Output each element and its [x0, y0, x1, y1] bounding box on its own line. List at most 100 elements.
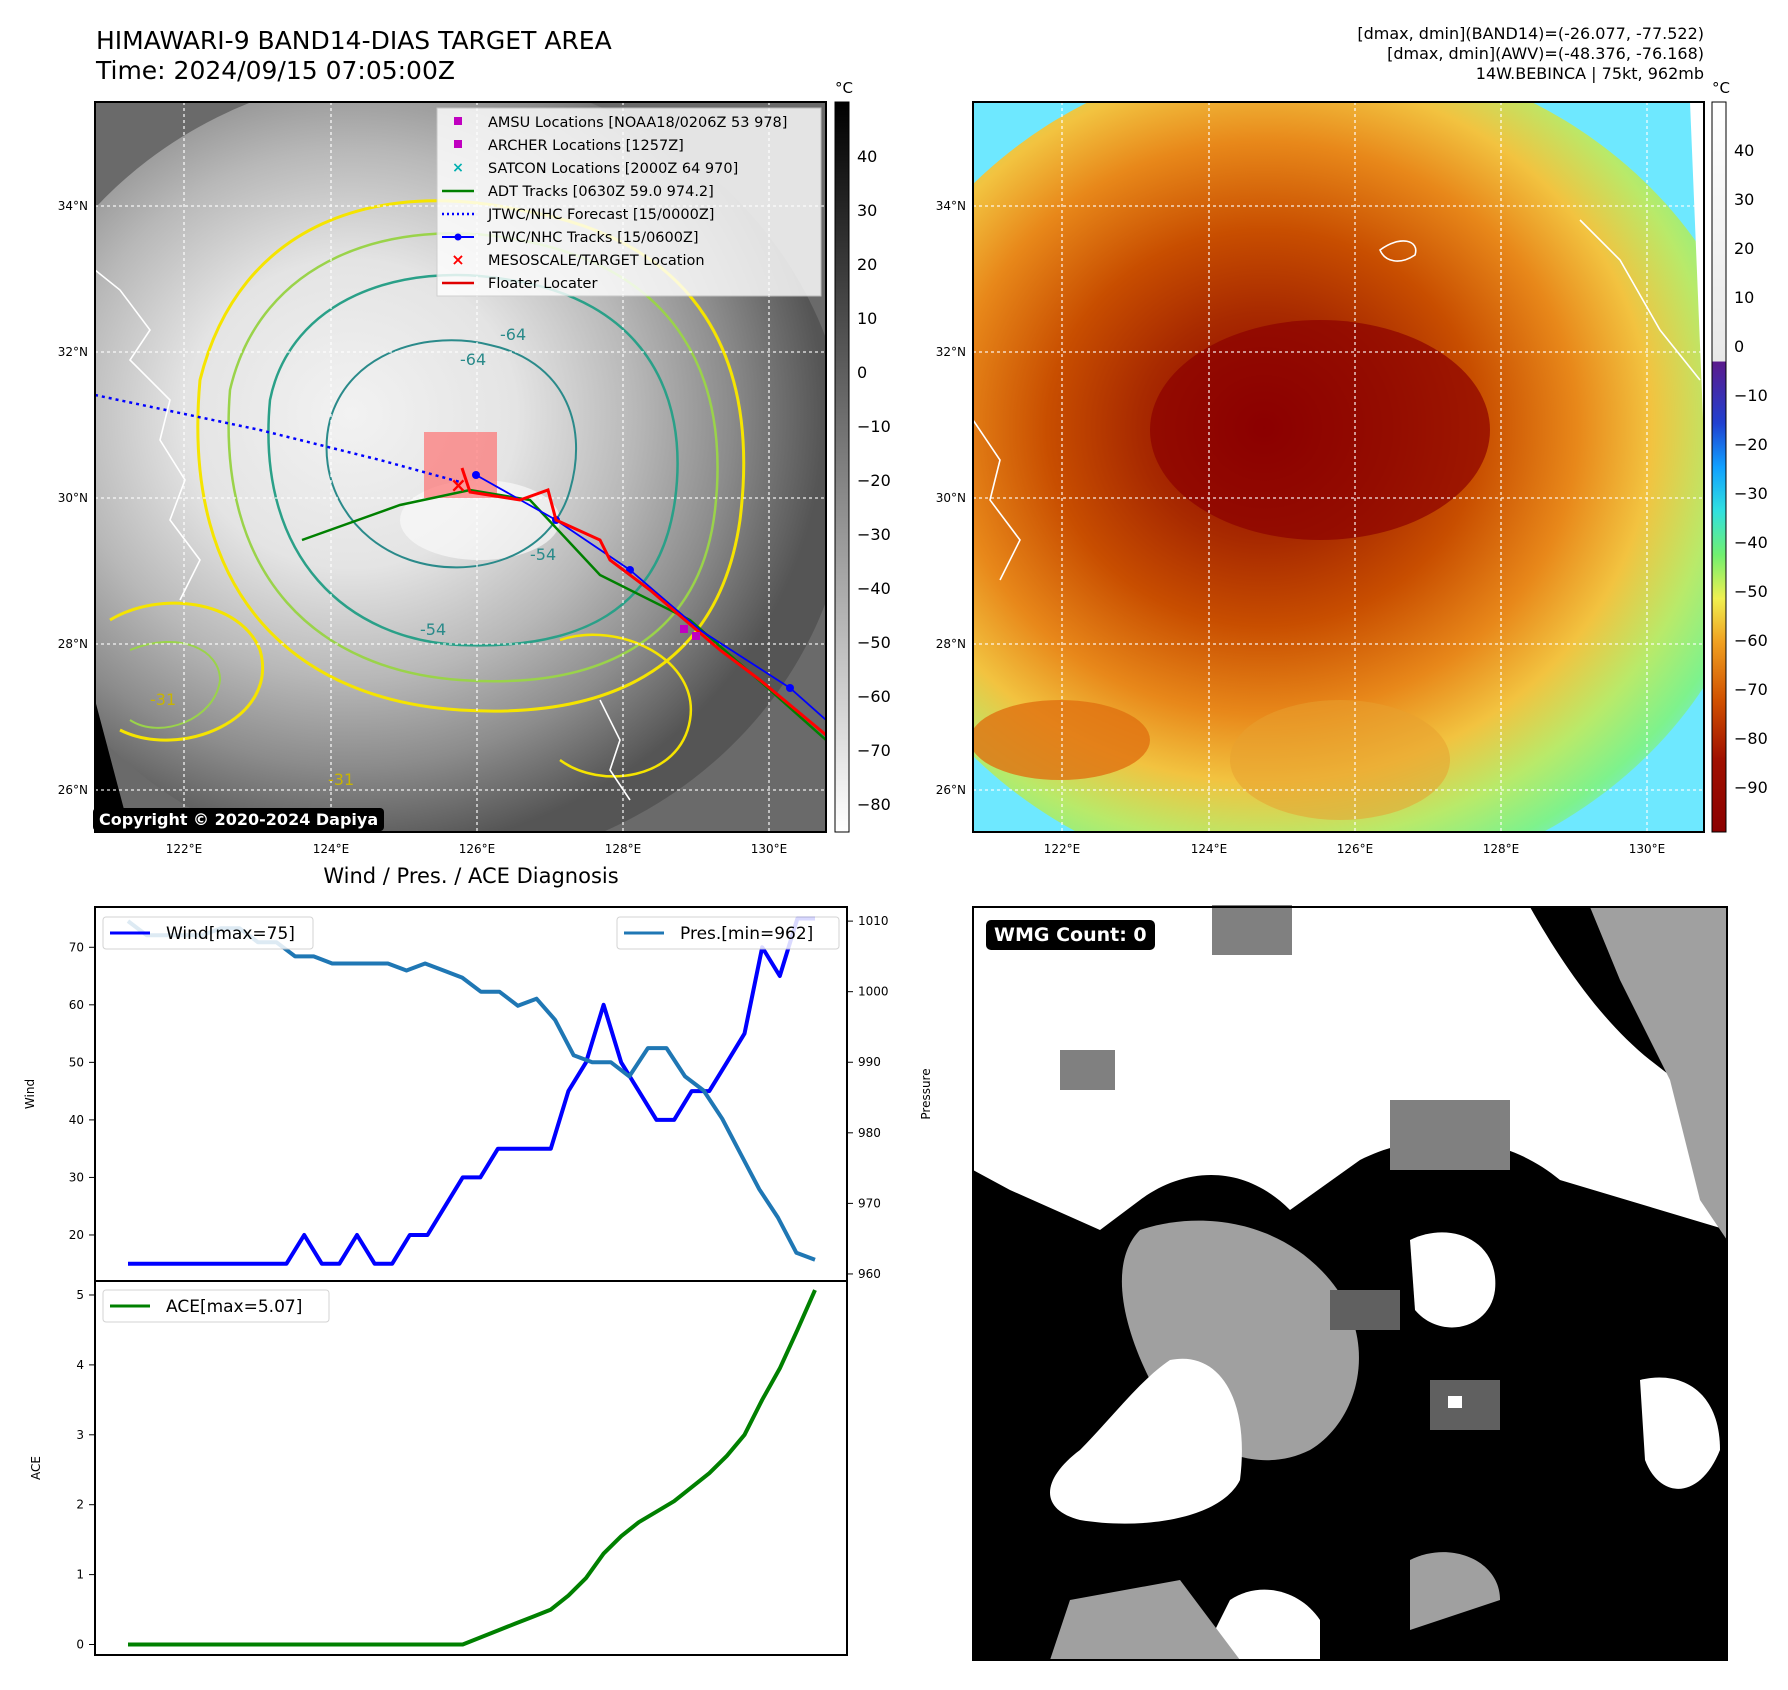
awv-cb-tick: −40 — [1734, 533, 1768, 552]
ir-colorbar — [834, 101, 850, 833]
pres-legend-label: Pres.[min=962] — [680, 924, 813, 944]
contour-label: -54 — [420, 620, 446, 639]
ir-cb-tick: 0 — [857, 363, 867, 382]
wind-legend: Wind[max=75] — [102, 916, 314, 950]
ir-cb-tick: 30 — [857, 201, 877, 220]
awv-cb-tick: −80 — [1734, 729, 1768, 748]
awv-cb-tick: −50 — [1734, 582, 1768, 601]
contour-label: -31 — [150, 690, 176, 709]
ace-frame — [94, 1280, 848, 1656]
ace-tick-label: 0 — [76, 1638, 84, 1652]
legend-jtwc-forecast: JTWC/NHC Forecast [15/0000Z] — [487, 207, 714, 223]
svg-text:×: × — [451, 250, 464, 269]
awv-lat-tick: 26°N — [936, 783, 966, 797]
ir-lat-tick: 34°N — [58, 199, 88, 213]
ir-lon-tick: 122°E — [166, 842, 203, 856]
legend-adt: ADT Tracks [0630Z 59.0 974.2] — [488, 184, 714, 200]
legend-archer: ARCHER Locations [1257Z] — [488, 138, 684, 154]
ir-lat-tick: 32°N — [58, 345, 88, 359]
awv-cb-tick: 10 — [1734, 288, 1754, 307]
awv-image — [973, 102, 1704, 832]
legend-mesoscale: MESOSCALE/TARGET Location — [488, 253, 705, 269]
ir-frame — [94, 101, 827, 833]
ir-cb-tick: 40 — [857, 147, 877, 166]
pres-tick-label: 960 — [858, 1267, 881, 1281]
pres-yaxis: 960 970 980 990 1000 1010 — [847, 914, 889, 1281]
awv-lon-tick: 122°E — [1044, 842, 1081, 856]
awv-cb-tick: 30 — [1734, 190, 1754, 209]
wind-tick-label: 70 — [69, 940, 84, 954]
ir-cb-tick: −60 — [857, 687, 891, 706]
wind-tick-label: 60 — [69, 998, 84, 1012]
contour-label: -64 — [500, 325, 526, 344]
wind-yaxis: 20 30 40 50 60 70 — [69, 940, 95, 1242]
ir-colorbar-unit: °C — [835, 79, 853, 97]
wind-tick-label: 30 — [69, 1170, 84, 1184]
ir-cb-tick: −70 — [857, 741, 891, 760]
ir-cb-tick: 10 — [857, 309, 877, 328]
ir-lon-tick: 126°E — [459, 842, 496, 856]
wind-line — [128, 916, 815, 1266]
awv-cb-tick: 20 — [1734, 239, 1754, 258]
awv-cb-tick: −90 — [1734, 778, 1768, 797]
ir-lon-tick: 128°E — [605, 842, 642, 856]
ace-axis-label: ACE — [29, 1456, 43, 1480]
contour-label: -64 — [460, 350, 486, 369]
awv-cb-tick: −70 — [1734, 680, 1768, 699]
ir-lat-tick: 28°N — [58, 637, 88, 651]
awv-cb-tick: 40 — [1734, 141, 1754, 160]
svg-text:×: × — [452, 160, 464, 176]
pres-tick-label: 1000 — [858, 985, 889, 999]
ir-cb-tick: −80 — [857, 795, 891, 814]
awv-cb-tick: −10 — [1734, 386, 1768, 405]
awv-frame — [972, 101, 1705, 833]
pres-tick-label: 1010 — [858, 914, 889, 928]
awv-lon-tick: 128°E — [1483, 842, 1520, 856]
awv-lon-tick: 126°E — [1337, 842, 1374, 856]
forecast-track — [95, 393, 461, 484]
pres-legend: Pres.[min=962] — [616, 916, 840, 950]
main-title: HIMAWARI-9 BAND14-DIAS TARGET AREA Time:… — [96, 26, 612, 86]
title-line-2: Time: 2024/09/15 07:05:00Z — [96, 56, 455, 85]
jtwc-track — [475, 474, 826, 721]
ace-legend: ACE[max=5.07] — [102, 1289, 330, 1323]
ir-cb-tick: −20 — [857, 471, 891, 490]
ace-tick-label: 4 — [76, 1358, 84, 1372]
ir-colorbar-ticks: 40 30 20 10 0 −10 −20 −30 −40 −50 −60 −7… — [857, 147, 891, 814]
ace-tick-label: 1 — [76, 1568, 84, 1582]
ir-lat-tick: 26°N — [58, 783, 88, 797]
awv-lon-tick: 124°E — [1191, 842, 1228, 856]
ir-cb-tick: −50 — [857, 633, 891, 652]
ir-cb-tick: −30 — [857, 525, 891, 544]
title-line-1: HIMAWARI-9 BAND14-DIAS TARGET AREA — [96, 26, 612, 55]
ace-tick-label: 2 — [76, 1498, 84, 1512]
awv-lat-tick: 34°N — [936, 199, 966, 213]
contour-label: -31 — [328, 770, 354, 789]
target-area-box — [424, 432, 497, 498]
ace-legend-label: ACE[max=5.07] — [166, 1297, 302, 1317]
wind-legend-label: Wind[max=75] — [166, 924, 295, 944]
storm-info: 14W.BEBINCA | 75kt, 962mb — [1475, 64, 1704, 83]
diagnosis-title: Wind / Pres. / ACE Diagnosis — [323, 864, 619, 888]
awv-lat-tick: 32°N — [936, 345, 966, 359]
awv-lon-tick: 130°E — [1629, 842, 1666, 856]
awv-cb-tick: 0 — [1734, 337, 1744, 356]
ace-yaxis: 0 1 2 3 4 5 — [76, 1288, 95, 1652]
stats-band14: [dmax, dmin](BAND14)=(-26.077, -77.522) — [1357, 24, 1704, 43]
wmg-frame — [972, 906, 1728, 1661]
ace-tick-label: 5 — [76, 1288, 84, 1302]
contour-label: -54 — [530, 545, 556, 564]
awv-cb-tick: −60 — [1734, 631, 1768, 650]
ir-cb-tick: −10 — [857, 417, 891, 436]
ace-series — [128, 1289, 817, 1647]
legend-floater: Floater Locater — [488, 276, 597, 292]
awv-colorbar-ticks: 40 30 20 10 0 −10 −20 −30 −40 −50 −60 −7… — [1734, 141, 1768, 797]
floater-locater — [460, 467, 826, 737]
pres-tick-label: 970 — [858, 1196, 881, 1210]
pres-tick-label: 980 — [858, 1126, 881, 1140]
awv-lat-tick: 28°N — [936, 637, 966, 651]
wind-tick-label: 40 — [69, 1113, 84, 1127]
awv-lat-tick: 30°N — [936, 491, 966, 505]
stats-awv: [dmax, dmin](AWV)=(-48.376, -76.168) — [1387, 44, 1704, 63]
